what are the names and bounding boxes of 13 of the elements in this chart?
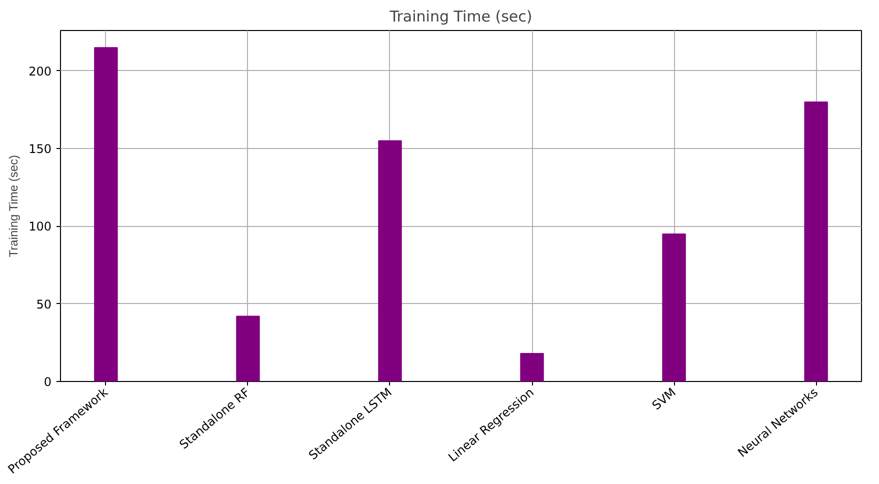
bar (236, 316, 260, 382)
y-tick-label: 150 (28, 142, 52, 156)
bar (804, 101, 828, 382)
bar (94, 47, 118, 382)
y-tick-label: 0 (44, 375, 52, 389)
y-axis-title: Training Time (sec) (6, 154, 21, 258)
bar (520, 353, 544, 382)
y-tick-label: 200 (28, 64, 52, 78)
y-tick-label: 50 (36, 297, 52, 312)
bar (662, 233, 686, 382)
y-tick-label: 100 (28, 220, 52, 234)
bar (378, 140, 402, 382)
chart-title: Training Time (sec) (388, 8, 532, 26)
